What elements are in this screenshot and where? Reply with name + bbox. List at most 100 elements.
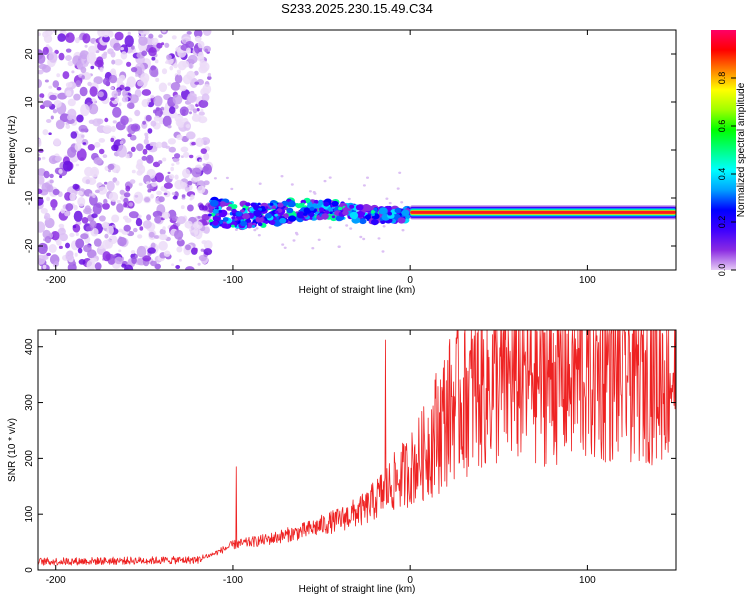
- heatmap-cell: [349, 211, 359, 219]
- heatmap-cell: [176, 246, 183, 253]
- heatmap-cell: [179, 106, 189, 116]
- heatmap-cell: [359, 218, 367, 225]
- heatmap-cell: [373, 207, 378, 211]
- heatmap-cell: [56, 86, 62, 91]
- heatmap-cell: [50, 199, 58, 209]
- heatmap-cell: [139, 226, 144, 231]
- heatmap-cell: [173, 63, 179, 69]
- heatmap-cell: [42, 264, 47, 270]
- heatmap-cell: [150, 193, 155, 199]
- heatmap-cell: [147, 188, 152, 193]
- heatmap-cell: [274, 210, 279, 214]
- heatmap-cell: [201, 240, 207, 245]
- heatmap-cell: [274, 213, 278, 217]
- heatmap-cell: [323, 179, 327, 183]
- heatmap-cell: [136, 245, 147, 258]
- heatmap-cell: [106, 225, 114, 235]
- heatmap-cell: [81, 217, 89, 224]
- heatmap-cell: [107, 163, 115, 170]
- heatmap-cell: [87, 177, 97, 185]
- heatmap-cell: [126, 102, 135, 109]
- heatmap-cell: [218, 210, 223, 213]
- snr-frame: [37, 329, 677, 571]
- heatmap-cell: [394, 207, 402, 214]
- heatmap-cell: [186, 31, 192, 35]
- heatmap-cell: [152, 37, 159, 46]
- heatmap-cell: [245, 202, 251, 207]
- heatmap-cell: [87, 144, 95, 151]
- heatmap-cell: [329, 211, 333, 215]
- heatmap-cell: [118, 249, 122, 253]
- heatmap-cell: [203, 248, 213, 256]
- heatmap-cell: [81, 75, 85, 80]
- heatmap-cell: [258, 182, 262, 185]
- heatmap-cell: [151, 181, 158, 187]
- heatmap-cell: [198, 65, 208, 74]
- heatmap-cell: [133, 191, 144, 204]
- heatmap-cell: [145, 36, 155, 46]
- heatmap-cell: [116, 199, 121, 204]
- heatmap-cell: [136, 143, 144, 152]
- heatmap-cell: [396, 187, 400, 190]
- heatmap-cell: [38, 254, 46, 265]
- heatmap-cell: [163, 182, 173, 189]
- heatmap-cell: [188, 63, 194, 69]
- heatmap-cell: [308, 190, 312, 193]
- heatmap-cell: [138, 182, 143, 186]
- spectrogram-x-ticks: -200 -100 0 100: [46, 30, 596, 286]
- heatmap-cell: [143, 138, 149, 145]
- heatmap-cell: [159, 228, 166, 236]
- heatmap-cell: [80, 66, 87, 74]
- colorbar-tick-label: 0.2: [717, 216, 727, 229]
- heatmap-cell: [65, 90, 72, 97]
- heatmap-cell: [83, 207, 93, 215]
- heatmap-cell: [113, 254, 117, 257]
- heatmap-cell: [110, 137, 115, 143]
- heatmap-cell: [57, 92, 68, 100]
- heatmap-cell: [151, 56, 156, 61]
- heatmap-cell: [216, 213, 220, 216]
- heatmap-cell: [73, 204, 78, 211]
- y-tick-label: 100: [24, 505, 35, 522]
- heatmap-cell: [197, 40, 205, 49]
- heatmap-cell: [91, 98, 97, 102]
- heatmap-cell: [170, 166, 174, 172]
- heatmap-cell: [191, 141, 197, 146]
- heatmap-cell: [253, 228, 257, 232]
- heatmap-cell: [192, 221, 203, 230]
- heatmap-cell: [114, 31, 124, 41]
- heatmap-cell: [382, 225, 386, 228]
- heatmap-cell: [134, 254, 138, 259]
- heatmap-cell: [171, 163, 175, 167]
- heatmap-cell: [280, 175, 284, 178]
- snr-x-label: Height of straight line (km): [299, 584, 416, 595]
- heatmap-cell: [124, 86, 131, 92]
- heatmap-cell: [362, 184, 366, 187]
- heatmap-cell: [201, 93, 210, 102]
- heatmap-cell: [44, 212, 51, 221]
- heatmap-cell: [210, 199, 219, 207]
- heatmap-cell: [182, 168, 191, 179]
- heatmap-cell: [185, 266, 195, 270]
- heatmap-cell: [397, 217, 406, 224]
- heatmap-cell: [200, 148, 207, 155]
- heatmap-cell: [168, 106, 176, 114]
- heatmap-cell: [102, 202, 110, 210]
- heatmap-cell: [161, 141, 168, 149]
- heatmap-cell: [38, 63, 47, 70]
- heatmap-cell: [176, 161, 180, 165]
- heatmap-cell: [170, 82, 181, 91]
- heatmap-cell: [141, 99, 149, 108]
- y-tick-label: 0: [24, 147, 35, 153]
- y-tick-label: 0: [24, 567, 35, 573]
- spectrogram-y-label: Frequency (Hz): [7, 116, 18, 185]
- heatmap-cell: [175, 118, 183, 127]
- heatmap-cell: [240, 220, 248, 227]
- spectrogram-x-label: Height of straight line (km): [299, 285, 416, 296]
- heatmap-cell: [104, 233, 109, 239]
- heatmap-cell: [89, 52, 96, 59]
- heatmap-cell: [98, 148, 105, 155]
- heatmap-cell: [158, 233, 168, 241]
- heatmap-cell: [76, 114, 84, 123]
- heatmap-cell: [112, 120, 117, 124]
